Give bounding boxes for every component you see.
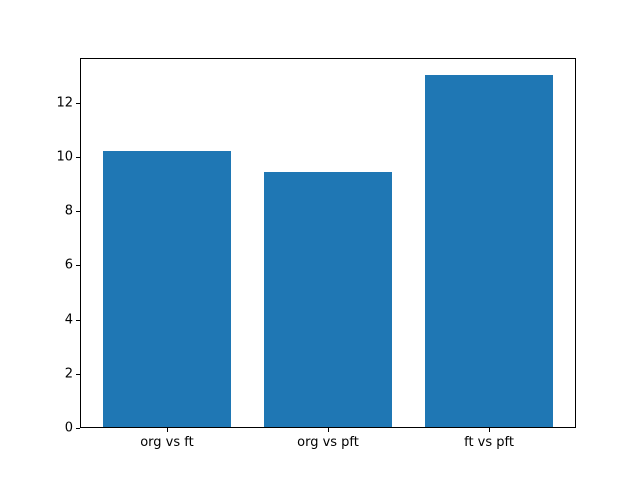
x-tick-label: ft vs pft (464, 435, 514, 450)
x-tick-mark (489, 428, 491, 432)
y-tick-mark (76, 319, 80, 321)
x-tick-label: org vs pft (297, 435, 359, 450)
bar-ft-vs-pft (424, 74, 554, 427)
y-tick-mark (76, 265, 80, 267)
y-tick-mark (76, 428, 80, 429)
y-tick-label: 0 (64, 420, 73, 436)
y-tick-label: 8 (64, 203, 73, 219)
y-tick-label: 4 (64, 312, 73, 328)
y-tick-label: 10 (56, 149, 73, 165)
y-tick-label: 12 (56, 95, 73, 111)
x-tick-label: org vs ft (140, 435, 194, 450)
x-tick-mark (166, 428, 168, 432)
bar-org-vs-ft (102, 150, 232, 427)
y-tick-mark (76, 102, 80, 104)
y-tick-label: 6 (64, 257, 73, 273)
plot-area (80, 58, 576, 428)
y-tick-mark (76, 211, 80, 213)
bar-org-vs-pft (263, 172, 393, 427)
y-tick-mark (76, 156, 80, 158)
y-tick-label: 2 (64, 366, 73, 382)
y-tick-mark (76, 373, 80, 375)
x-tick-mark (328, 428, 329, 432)
